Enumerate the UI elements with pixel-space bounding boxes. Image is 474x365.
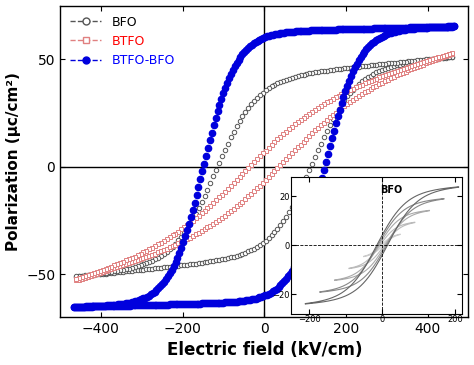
Y-axis label: Polarization (μc/cm²): Polarization (μc/cm²) — [6, 72, 20, 251]
Legend: BFO, BTFO, BTFO-BFO: BFO, BTFO, BTFO-BFO — [66, 12, 179, 71]
X-axis label: Electric field (kV/cm): Electric field (kV/cm) — [166, 341, 362, 360]
